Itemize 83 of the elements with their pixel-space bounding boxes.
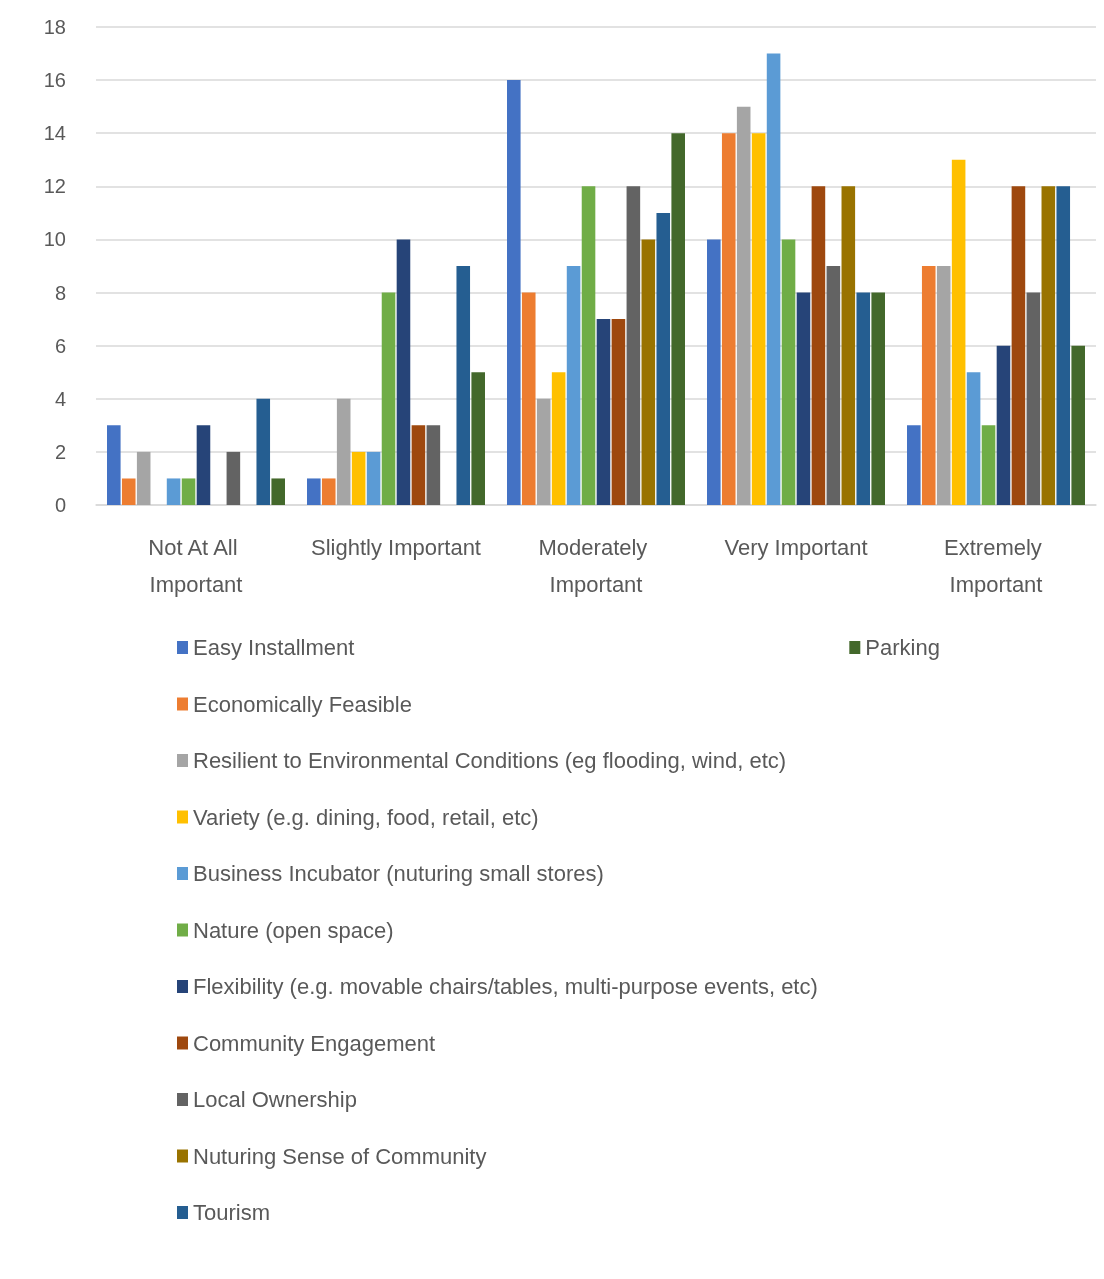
y-tick-label: 8 (54, 281, 66, 304)
bar (551, 372, 566, 505)
bar (781, 239, 796, 505)
bar (707, 239, 721, 505)
y-tick-label: 10 (43, 228, 66, 251)
bar (951, 159, 966, 505)
y-tick-label: 6 (54, 334, 66, 357)
bar (351, 451, 366, 505)
bar (411, 425, 426, 505)
bar (611, 319, 626, 505)
legend-label: Nuturing Sense of Community (193, 1143, 487, 1169)
y-tick-label: 2 (54, 440, 66, 463)
bar (1011, 186, 1026, 505)
bar (121, 478, 136, 505)
bar (307, 478, 321, 505)
legend-label: Variety (e.g. dining, food, retail, etc) (193, 804, 539, 830)
y-tick-label: 18 (43, 16, 66, 38)
bar (566, 266, 581, 505)
bar (196, 425, 211, 505)
x-tick-label: Not At All Important (148, 535, 244, 597)
x-tick-label: Extremely Important (944, 535, 1048, 597)
bar (321, 478, 336, 505)
bar (536, 398, 551, 505)
bar (136, 451, 151, 505)
bar (966, 372, 981, 505)
bar (456, 266, 471, 505)
bar (256, 398, 271, 505)
bar (626, 186, 641, 505)
x-tick-label: Moderately Important (538, 535, 654, 597)
bar (107, 425, 121, 505)
legend-label: Easy Installment (193, 635, 355, 660)
bar (166, 478, 181, 505)
bar (226, 451, 241, 505)
bar (1056, 186, 1071, 505)
bar (641, 239, 656, 505)
bar (811, 186, 826, 505)
bar (796, 292, 811, 505)
legend-label: Economically Feasible (193, 691, 412, 717)
bar (871, 292, 885, 505)
bar (1071, 345, 1085, 505)
legend-label: Local Ownership (193, 1087, 357, 1112)
legend-label: Nature (open space) (193, 917, 394, 943)
bar (181, 478, 196, 505)
bar (471, 372, 485, 505)
bar (1041, 186, 1056, 505)
bar (426, 425, 441, 505)
bar (766, 53, 781, 505)
bar (751, 133, 766, 505)
bar (507, 80, 521, 505)
y-tick-label: 4 (54, 387, 66, 410)
bar (736, 106, 751, 505)
bar (336, 398, 351, 505)
y-tick-label: 12 (43, 175, 66, 198)
bar (841, 186, 856, 505)
bar (936, 266, 951, 505)
bar (996, 345, 1011, 505)
bar (366, 451, 381, 505)
bar (656, 212, 671, 505)
legend-label: Community Engagement (193, 1030, 436, 1056)
bar (581, 186, 596, 505)
bar (826, 266, 841, 505)
bar (271, 478, 285, 505)
bar (521, 292, 536, 505)
bar (381, 292, 396, 505)
bar (1026, 292, 1041, 505)
bar (921, 266, 936, 505)
x-tick-label: Very Important (724, 535, 868, 560)
bar (856, 292, 871, 505)
y-tick-label: 16 (43, 69, 66, 92)
bar (596, 319, 611, 505)
x-tick-label: Slightly Important (311, 535, 481, 560)
legend-label: Flexibility (e.g. movable chairs/tables, multi-purpose events, etc) (193, 974, 818, 999)
bar (396, 239, 411, 505)
bar (721, 133, 736, 505)
legend-label: Resilient to Environmental Conditions (eg flooding, wind, etc) (193, 748, 787, 773)
bar (907, 425, 921, 505)
bar (671, 133, 685, 505)
y-tick-label: 14 (43, 122, 66, 145)
legend-label: Tourism (193, 1200, 271, 1225)
bar (981, 425, 996, 505)
legend-label: Business Incubator (nuturing small stores) (193, 861, 604, 886)
legend-label: Parking (865, 635, 940, 660)
y-tick-label: 0 (54, 494, 66, 516)
